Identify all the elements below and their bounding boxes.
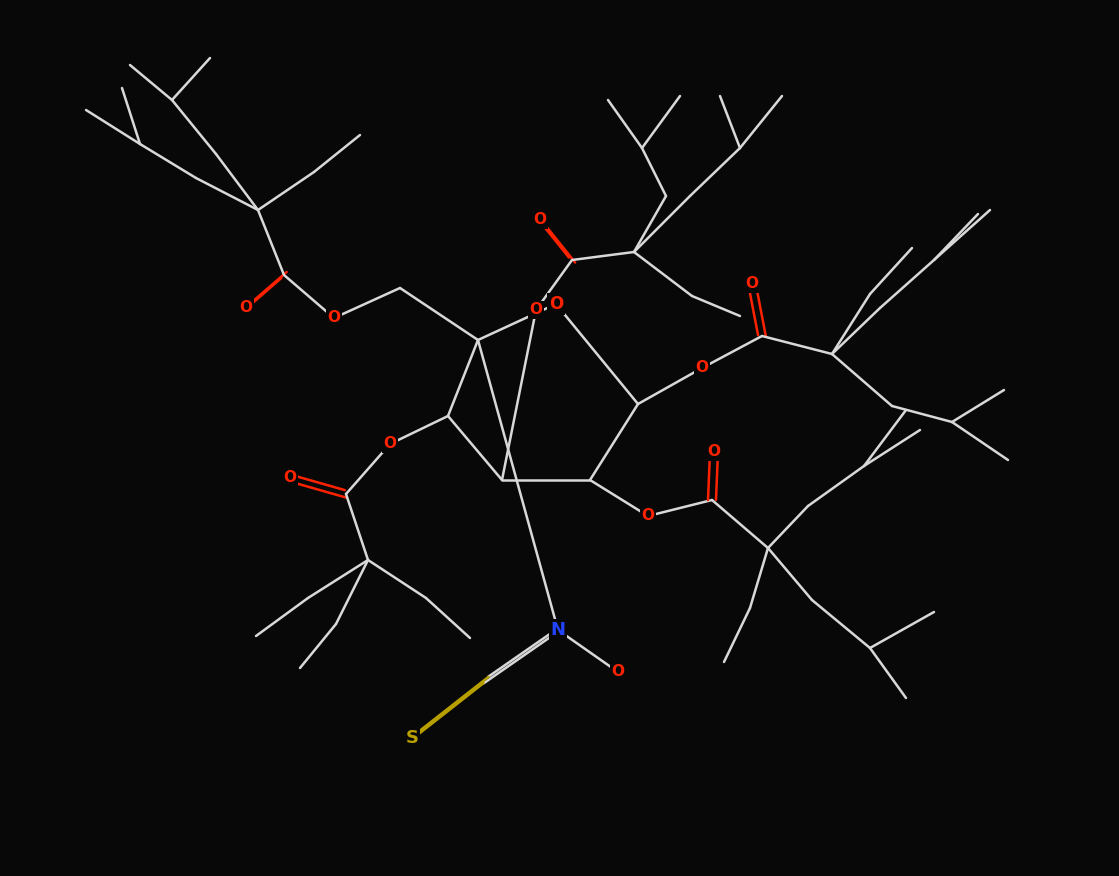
Text: O: O (534, 213, 546, 228)
Text: O: O (384, 436, 396, 451)
Text: O: O (529, 302, 543, 317)
Text: O: O (696, 361, 708, 376)
Text: O: O (745, 277, 759, 292)
Text: O: O (549, 295, 563, 313)
Text: O: O (707, 444, 721, 460)
Text: O: O (328, 310, 340, 326)
Text: O: O (239, 300, 253, 315)
Text: S: S (405, 729, 419, 747)
Text: O: O (641, 508, 655, 524)
Text: O: O (283, 470, 297, 485)
Text: O: O (611, 665, 624, 680)
Text: N: N (551, 621, 565, 639)
